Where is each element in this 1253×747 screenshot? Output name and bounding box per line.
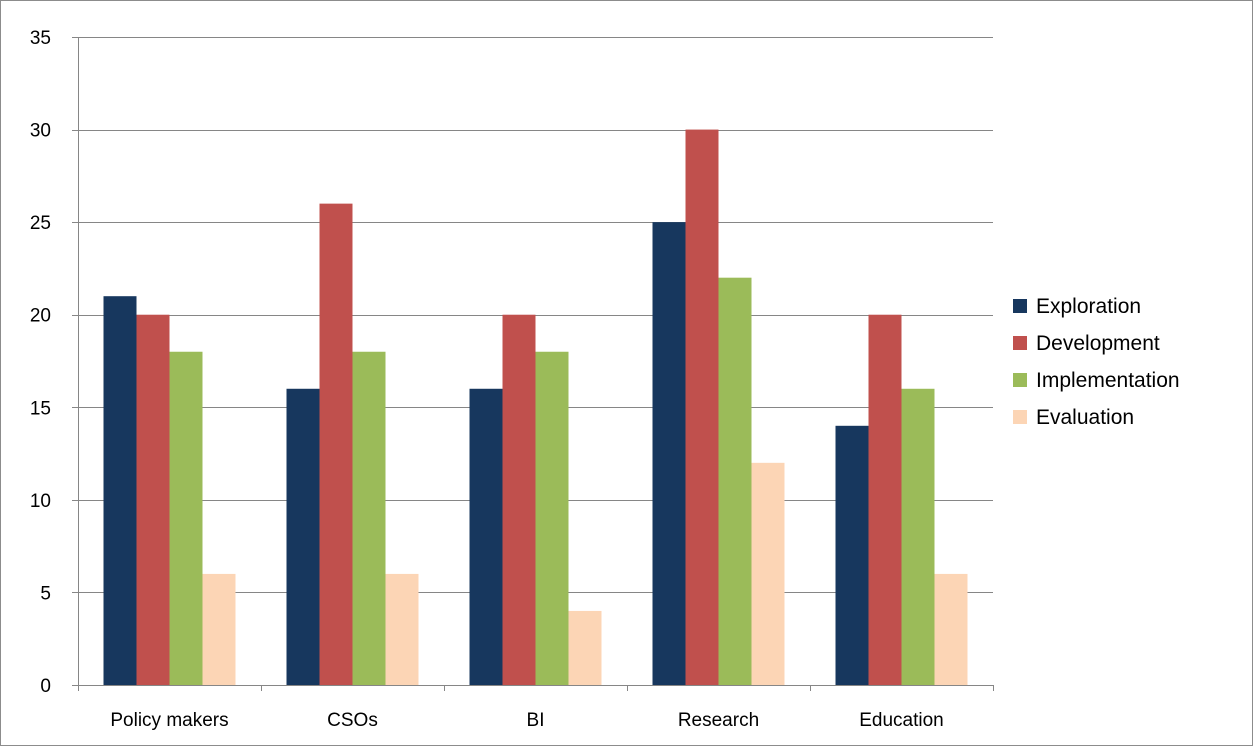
legend-label-evaluation: Evaluation	[1036, 406, 1134, 429]
y-tick-label-0: 0	[40, 676, 51, 697]
bar-exploration-csos	[286, 388, 320, 685]
legend-label-exploration: Exploration	[1036, 295, 1141, 318]
bar-exploration-policy-makers	[103, 296, 137, 685]
bars	[103, 129, 968, 686]
bar-evaluation-policy-makers	[202, 573, 236, 685]
x-tick-labels: Policy makers CSOs BI Research Education	[110, 710, 943, 731]
legend: Exploration Development Implementation Eval…	[1013, 295, 1180, 429]
x-tick-label-research: Research	[678, 710, 759, 731]
bar-implementation-csos	[352, 351, 386, 685]
legend-swatch-development	[1013, 336, 1027, 350]
y-tick-label-30: 30	[30, 121, 51, 142]
bar-exploration-bi	[469, 388, 503, 685]
y-tick-labels: 0 5 10 15 20 25 30 35	[30, 28, 51, 697]
bar-development-bi	[502, 314, 536, 685]
x-tick-label-education: Education	[859, 710, 944, 731]
bar-evaluation-csos	[385, 573, 419, 685]
axes	[72, 37, 994, 691]
y-tick-label-25: 25	[30, 213, 51, 234]
legend-label-development: Development	[1036, 332, 1160, 355]
bar-development-research	[685, 129, 719, 686]
bar-evaluation-bi	[568, 610, 602, 685]
bar-implementation-education	[901, 388, 935, 685]
bar-evaluation-education	[934, 573, 968, 685]
bar-evaluation-research	[751, 462, 785, 685]
y-tick-label-10: 10	[30, 491, 51, 512]
legend-swatch-exploration	[1013, 299, 1027, 313]
legend-swatch-implementation	[1013, 373, 1027, 387]
x-tick-label-policy-makers: Policy makers	[110, 710, 228, 731]
y-tick-label-5: 5	[40, 583, 51, 604]
bar-development-csos	[319, 203, 353, 685]
legend-label-implementation: Implementation	[1036, 369, 1180, 392]
bar-implementation-bi	[535, 351, 569, 685]
y-tick-label-35: 35	[30, 28, 51, 49]
bar-exploration-research	[652, 222, 686, 685]
bar-development-policy-makers	[136, 314, 170, 685]
legend-swatch-evaluation	[1013, 410, 1027, 424]
bar-implementation-research	[718, 277, 752, 685]
bar-development-education	[868, 314, 902, 685]
y-tick-label-15: 15	[30, 398, 51, 419]
x-tick-label-bi: BI	[527, 710, 545, 731]
y-tick-label-20: 20	[30, 306, 51, 327]
bar-exploration-education	[835, 425, 869, 685]
bar-implementation-policy-makers	[169, 351, 203, 685]
x-tick-label-csos: CSOs	[327, 710, 378, 731]
